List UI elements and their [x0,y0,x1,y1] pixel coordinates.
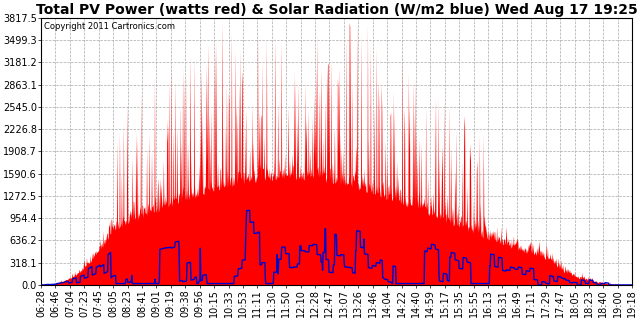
Title: Total PV Power (watts red) & Solar Radiation (W/m2 blue) Wed Aug 17 19:25: Total PV Power (watts red) & Solar Radia… [36,3,637,17]
Text: Copyright 2011 Cartronics.com: Copyright 2011 Cartronics.com [44,22,175,31]
